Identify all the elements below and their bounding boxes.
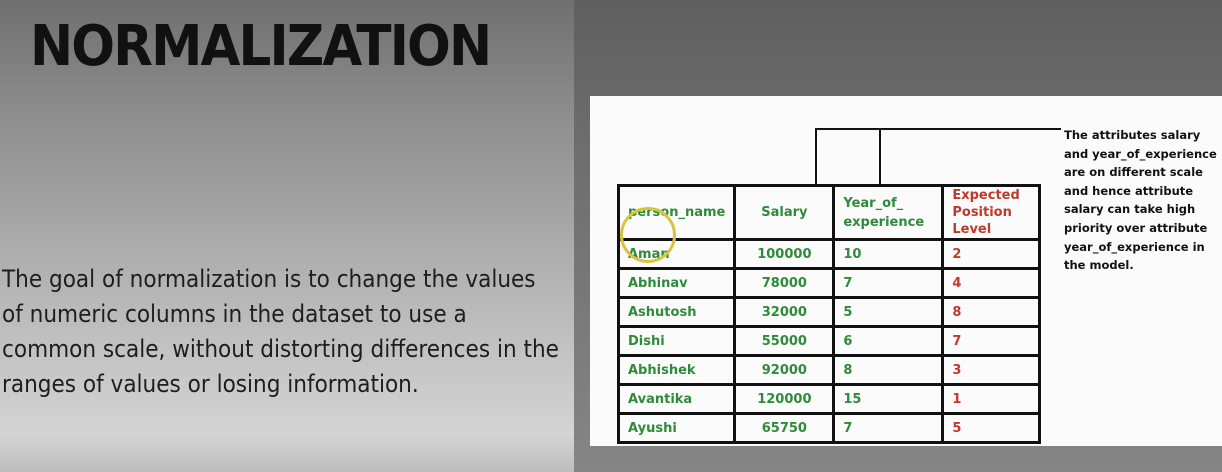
bracket-left-drop (815, 128, 817, 186)
slide-left-background (0, 0, 574, 472)
cell-salary: 55000 (733, 325, 836, 357)
cell-person-name: Ayushi (616, 412, 737, 444)
cell-position-level: 3 (941, 354, 1042, 386)
cell-position-level: 1 (941, 383, 1042, 415)
cell-experience: 7 (832, 267, 945, 299)
cell-salary: 32000 (733, 296, 836, 328)
cell-position-level: 7 (941, 325, 1042, 357)
table-header-row: person_name Salary Year_of_ experience E… (616, 184, 1042, 241)
table-row: Dishi 55000 6 7 (616, 325, 1042, 357)
cell-person-name: Abhishek (616, 354, 737, 386)
cell-person-name: Dishi (616, 325, 737, 357)
table-row: Avantika 120000 15 1 (616, 383, 1042, 415)
cell-position-level: 4 (941, 267, 1042, 299)
table-row: Ayushi 65750 7 5 (616, 412, 1042, 444)
bracket-right-drop (879, 128, 881, 186)
header-salary: Salary (733, 184, 836, 241)
salary-table: person_name Salary Year_of_ experience E… (616, 184, 1042, 444)
cell-experience: 15 (832, 383, 945, 415)
slide-title: NORMALIZATION (30, 14, 492, 79)
annotation-note: The attributes salary and year_of_experi… (1064, 128, 1217, 273)
table-row: Abhishek 92000 8 3 (616, 354, 1042, 386)
cursor-highlight-ring (620, 207, 676, 263)
cell-experience: 8 (832, 354, 945, 386)
cell-salary: 100000 (733, 238, 836, 270)
table-row: Ashutosh 32000 5 8 (616, 296, 1042, 328)
cell-experience: 5 (832, 296, 945, 328)
cell-salary: 120000 (733, 383, 836, 415)
cell-position-level: 8 (941, 296, 1042, 328)
cell-salary: 65750 (733, 412, 836, 444)
header-expected-position-level: Expected Position Level (941, 184, 1042, 241)
slide-description: The goal of normalization is to change t… (2, 265, 559, 398)
cell-experience: 7 (832, 412, 945, 444)
header-year-of-experience: Year_of_ experience (832, 184, 945, 241)
cell-salary: 78000 (733, 267, 836, 299)
cell-person-name: Abhinav (616, 267, 737, 299)
table-row: Abhinav 78000 7 4 (616, 267, 1042, 299)
cell-experience: 6 (832, 325, 945, 357)
bracket-top-line (815, 128, 1061, 130)
cell-person-name: Ashutosh (616, 296, 737, 328)
cell-position-level: 5 (941, 412, 1042, 444)
cell-salary: 92000 (733, 354, 836, 386)
cell-position-level: 2 (941, 238, 1042, 270)
cell-experience: 10 (832, 238, 945, 270)
table-row: Aman 100000 10 2 (616, 238, 1042, 270)
cell-person-name: Avantika (616, 383, 737, 415)
